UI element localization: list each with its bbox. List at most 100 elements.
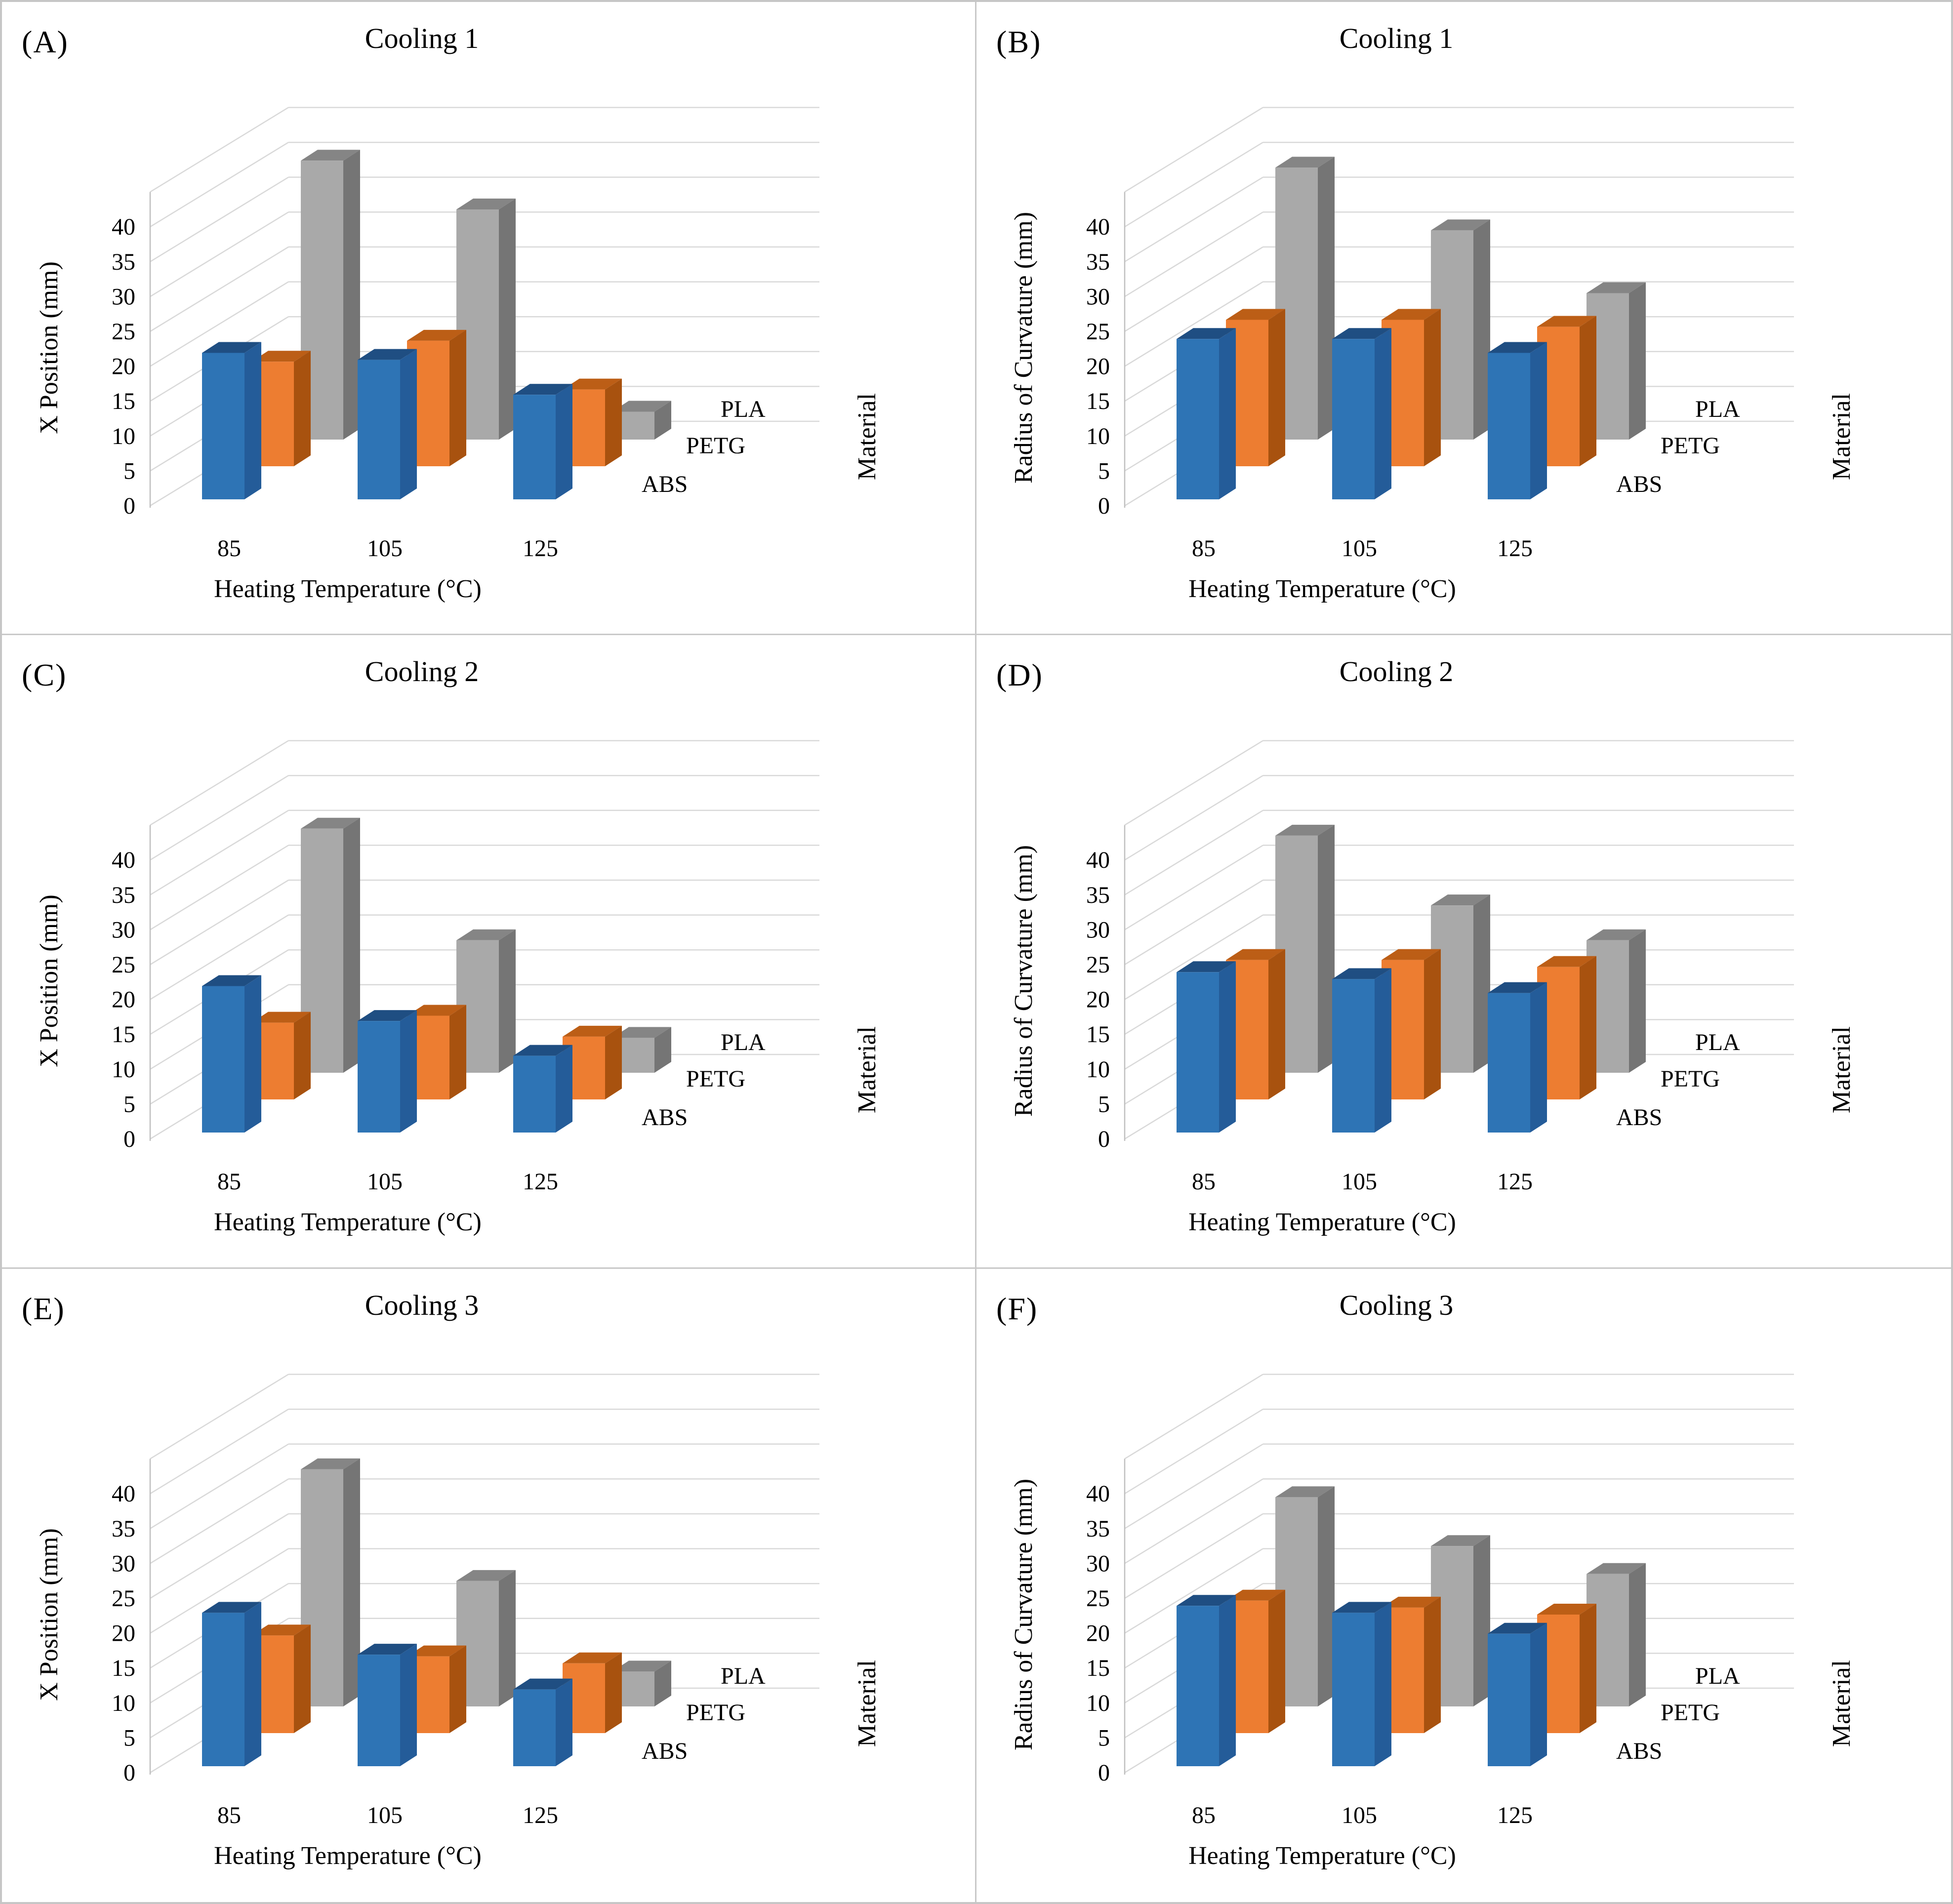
bar-side-ABS — [244, 342, 261, 499]
bar-PETG — [1226, 960, 1268, 1100]
x-category-label: 105 — [367, 535, 403, 562]
panel-f: (F) Cooling 3 0 5 10 15 20 25 30 35 40 85 105 125 He… — [976, 1268, 1951, 1902]
bar-side-ABS — [1530, 1622, 1547, 1766]
y-axis-title: X Position (mm) — [35, 1528, 63, 1701]
bar-side-PETG — [1268, 309, 1285, 466]
gridline-diagonal — [150, 845, 289, 931]
gridline-diagonal — [150, 176, 289, 262]
gridline-diagonal — [1124, 211, 1263, 297]
row-label-PLA: PLA — [721, 396, 766, 422]
x-axis-title: Heating Temperature (°C) — [1188, 1842, 1456, 1870]
x-category-label: 125 — [523, 535, 558, 562]
y-tick-label: 10 — [112, 1690, 135, 1716]
y-tick-label: 25 — [1086, 952, 1110, 978]
bar-side-PLA — [1318, 157, 1335, 440]
bar-PETG — [1382, 320, 1424, 466]
y-tick-label: 25 — [1086, 319, 1110, 345]
bar-top-PLA — [1275, 157, 1335, 168]
bar-PETG — [1537, 967, 1580, 1100]
bar-top-PLA — [1587, 930, 1646, 941]
bar-ABS — [513, 395, 556, 499]
bar-side-PLA — [1629, 930, 1646, 1073]
bar-PETG — [251, 362, 294, 466]
bar-PLA — [612, 411, 654, 440]
y-tick-label: 20 — [112, 354, 135, 380]
bar-ABS — [358, 1021, 400, 1133]
bar-side-PETG — [449, 1005, 466, 1100]
bar-PLA — [612, 1671, 654, 1706]
bar-side-ABS — [556, 1678, 572, 1766]
gridline-diagonal — [1124, 281, 1263, 367]
bar-PLA — [1587, 1574, 1629, 1706]
row-label-PLA: PLA — [1695, 396, 1740, 422]
row-label-PETG: PETG — [1661, 1700, 1720, 1726]
y-axis-title: X Position (mm) — [35, 895, 63, 1068]
row-label-PLA: PLA — [721, 1663, 766, 1689]
bar-side-PLA — [343, 150, 360, 440]
bar-side-PLA — [499, 1570, 516, 1706]
panel-e: (E) Cooling 3 0 5 10 15 20 25 30 35 40 85 105 125 He… — [2, 1268, 976, 1902]
y-tick-label: 20 — [1086, 1620, 1110, 1646]
bar-top-ABS — [513, 1678, 572, 1690]
chart-c: 0 5 10 15 20 25 30 35 40 85 105 125 Heating Temperat… — [35, 740, 881, 1236]
x-category-label: 105 — [367, 1169, 403, 1195]
x-category-label: 85 — [217, 1802, 241, 1828]
bar-side-PETG — [605, 1026, 622, 1100]
bar-top-PLA — [1431, 219, 1490, 231]
row-label-ABS: ABS — [642, 1104, 688, 1131]
chart-b: 0 5 10 15 20 25 30 35 40 85 105 125 Heating Temperat… — [1010, 107, 1856, 603]
x-category-label: 85 — [1192, 1802, 1216, 1828]
y-tick-label: 30 — [112, 917, 135, 943]
row-label-ABS: ABS — [1616, 1738, 1662, 1764]
y-tick-label: 10 — [1086, 1056, 1110, 1083]
depth-axis-title: Material — [1828, 1026, 1856, 1113]
x-category-label: 105 — [1342, 1802, 1377, 1828]
y-tick-label: 35 — [112, 249, 135, 275]
gridline-diagonal — [1124, 880, 1263, 966]
bar-side-PETG — [1580, 316, 1596, 466]
bar-ABS — [1488, 993, 1530, 1133]
bar-top-PLA — [612, 401, 671, 412]
bar-side-PLA — [499, 199, 516, 440]
y-tick-label: 20 — [1086, 354, 1110, 380]
y-tick-label: 5 — [1098, 1725, 1110, 1751]
bar-ABS — [1177, 339, 1219, 499]
gridline-diagonal — [150, 211, 289, 297]
x-category-label: 85 — [1192, 1169, 1216, 1195]
y-tick-label: 25 — [112, 1585, 135, 1612]
x-category-label: 85 — [1192, 535, 1216, 562]
gridline-diagonal — [1124, 1443, 1263, 1529]
bar-ABS — [358, 1654, 400, 1766]
row-label-PLA: PLA — [721, 1029, 766, 1055]
gridline-diagonal — [1124, 142, 1263, 228]
bar-top-PETG — [563, 1652, 622, 1663]
bar-side-PLA — [343, 1458, 360, 1706]
bar-top-ABS — [513, 1045, 572, 1056]
x-category-label: 125 — [1497, 535, 1533, 562]
bar-PLA — [1275, 836, 1318, 1073]
gridline-diagonal — [150, 775, 289, 861]
chart-title: Cooling 1 — [365, 22, 479, 54]
bar-top-PETG — [1537, 316, 1596, 327]
x-axis-title: Heating Temperature (°C) — [214, 575, 482, 603]
bar-PLA — [1275, 1497, 1318, 1706]
y-tick-label: 15 — [112, 388, 135, 414]
chart-f: 0 5 10 15 20 25 30 35 40 85 105 125 Heating Temperat… — [1010, 1374, 1856, 1870]
y-tick-label: 5 — [123, 1725, 135, 1751]
bar-side-ABS — [1530, 342, 1547, 499]
bar-ABS — [1332, 1613, 1375, 1766]
y-tick-label: 35 — [1086, 249, 1110, 275]
row-label-PETG: PETG — [686, 1700, 745, 1726]
gridline-diagonal — [150, 107, 289, 193]
row-label-PETG: PETG — [1661, 433, 1720, 459]
bar-side-PLA — [654, 401, 671, 440]
bar-ABS — [513, 1056, 556, 1133]
bar-PETG — [1537, 326, 1580, 466]
y-tick-label: 40 — [1086, 1481, 1110, 1507]
bar-top-PETG — [407, 1005, 466, 1016]
bar-top-ABS — [358, 1010, 417, 1021]
bar-top-ABS — [358, 1643, 417, 1655]
bar-top-ABS — [1177, 1594, 1236, 1606]
row-label-ABS: ABS — [642, 471, 688, 497]
y-tick-label: 0 — [123, 493, 135, 519]
